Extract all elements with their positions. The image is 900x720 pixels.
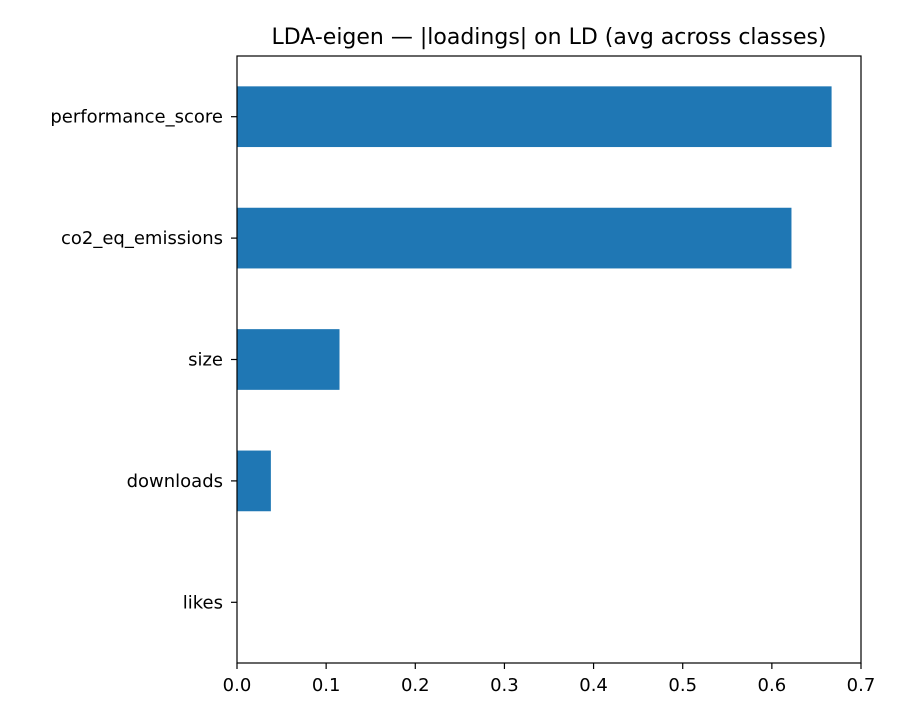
x-tick-label: 0.5 (668, 675, 697, 696)
plot-frame (236, 55, 862, 664)
x-tick-label: 0.1 (312, 675, 341, 696)
bar-performance-score (237, 86, 832, 148)
bars-group (237, 86, 832, 512)
x-axis-ticks: 0.0 0.1 0.2 0.3 0.4 0.5 0.6 0.7 (223, 663, 876, 696)
x-tick-label: 0.7 (847, 675, 876, 696)
x-tick-label: 0.0 (223, 675, 252, 696)
y-tick-label: downloads (127, 471, 223, 492)
x-tick-label: 0.6 (758, 675, 787, 696)
y-tick-label: performance_score (50, 107, 223, 128)
chart-title: LDA-eigen — |loadings| on LD (avg across… (271, 25, 826, 50)
y-tick-label: size (188, 350, 223, 371)
x-tick-label: 0.3 (490, 675, 519, 696)
x-tick-label: 0.4 (579, 675, 608, 696)
bar-size (237, 329, 340, 390)
x-tick-label: 0.2 (401, 675, 430, 696)
y-tick-label: likes (183, 592, 223, 613)
y-tick-label: co2_eq_emissions (61, 228, 223, 249)
bar-downloads (237, 450, 271, 512)
bar-co2-eq-emissions (237, 207, 792, 269)
